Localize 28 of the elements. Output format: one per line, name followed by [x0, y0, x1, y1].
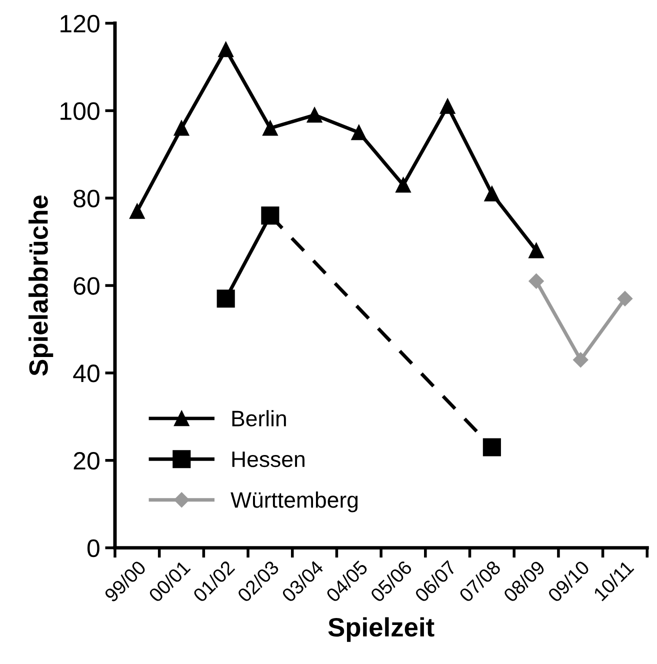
point	[216, 290, 235, 308]
y-tick-label: 0	[87, 539, 100, 558]
point	[573, 352, 588, 368]
point	[218, 42, 234, 58]
point	[528, 242, 544, 258]
legend-label: Hessen	[232, 452, 304, 468]
y-tick-label: 20	[74, 452, 100, 470]
y-tick-label: 80	[74, 190, 100, 208]
point	[261, 206, 280, 225]
point	[174, 120, 190, 136]
point	[130, 204, 145, 219]
legend-label: Berlin	[232, 410, 286, 426]
y-tick-label: 60	[74, 277, 100, 295]
point	[440, 98, 456, 114]
legend-label: Württemberg	[230, 492, 358, 512]
point	[482, 438, 501, 456]
point	[396, 177, 411, 193]
x-axis-title: Spielzeit	[328, 617, 434, 642]
y-axis-title: Spielabbrüche	[28, 195, 54, 376]
point	[351, 124, 367, 140]
y-tick-label: 100	[60, 102, 100, 120]
point	[484, 186, 500, 202]
point	[528, 274, 544, 289]
point	[262, 120, 278, 136]
point	[617, 291, 633, 306]
y-tick-label: 120	[60, 14, 100, 33]
y-tick-label: 40	[73, 364, 100, 382]
point	[306, 107, 322, 123]
